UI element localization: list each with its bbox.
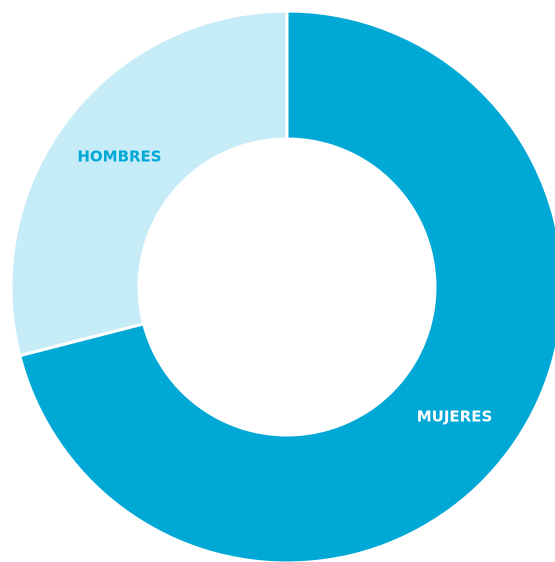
slice-label: HOMBRES (77, 148, 161, 166)
donut-slice (9, 9, 289, 358)
donut-slice (17, 9, 555, 562)
slice-label: MUJERES (417, 407, 493, 425)
